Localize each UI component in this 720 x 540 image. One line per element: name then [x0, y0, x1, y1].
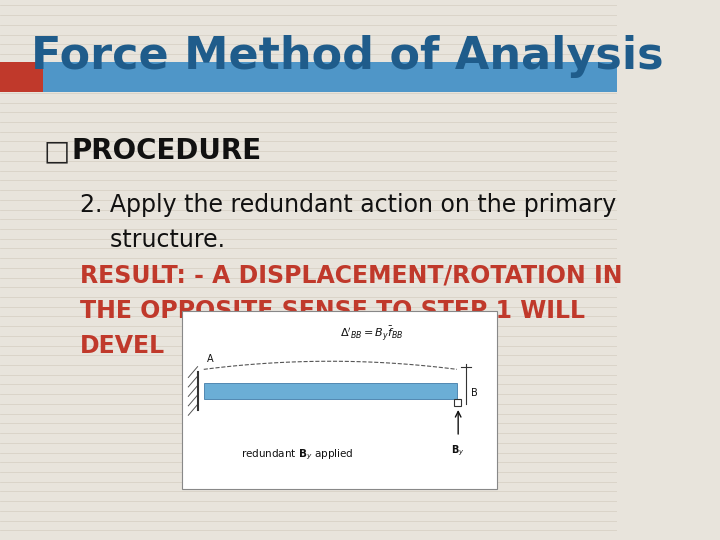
Text: DEVEL: DEVEL	[80, 334, 166, 357]
FancyBboxPatch shape	[204, 383, 457, 399]
Text: PROCEDURE: PROCEDURE	[71, 137, 261, 165]
Text: □: □	[43, 137, 69, 165]
Text: redundant $\mathbf{B}_y$ applied: redundant $\mathbf{B}_y$ applied	[240, 448, 354, 462]
Text: B: B	[470, 388, 477, 397]
Text: THE OPPOSITE SENSE TO STEP 1 WILL: THE OPPOSITE SENSE TO STEP 1 WILL	[80, 299, 585, 322]
FancyBboxPatch shape	[454, 399, 462, 406]
Text: Force Method of Analysis: Force Method of Analysis	[31, 35, 664, 78]
FancyBboxPatch shape	[43, 62, 618, 92]
Text: A: A	[207, 354, 213, 363]
Text: 2. Apply the redundant action on the primary: 2. Apply the redundant action on the pri…	[80, 193, 616, 217]
Text: RESULT: - A DISPLACEMENT/ROTATION IN: RESULT: - A DISPLACEMENT/ROTATION IN	[80, 264, 623, 287]
FancyBboxPatch shape	[182, 310, 497, 489]
FancyBboxPatch shape	[0, 62, 43, 92]
Text: structure.: structure.	[80, 228, 225, 252]
Text: $\mathbf{B}_y$: $\mathbf{B}_y$	[451, 443, 465, 458]
Text: $\Delta'_{BB} = B_y \bar{f}_{BB}$: $\Delta'_{BB} = B_y \bar{f}_{BB}$	[340, 325, 403, 343]
